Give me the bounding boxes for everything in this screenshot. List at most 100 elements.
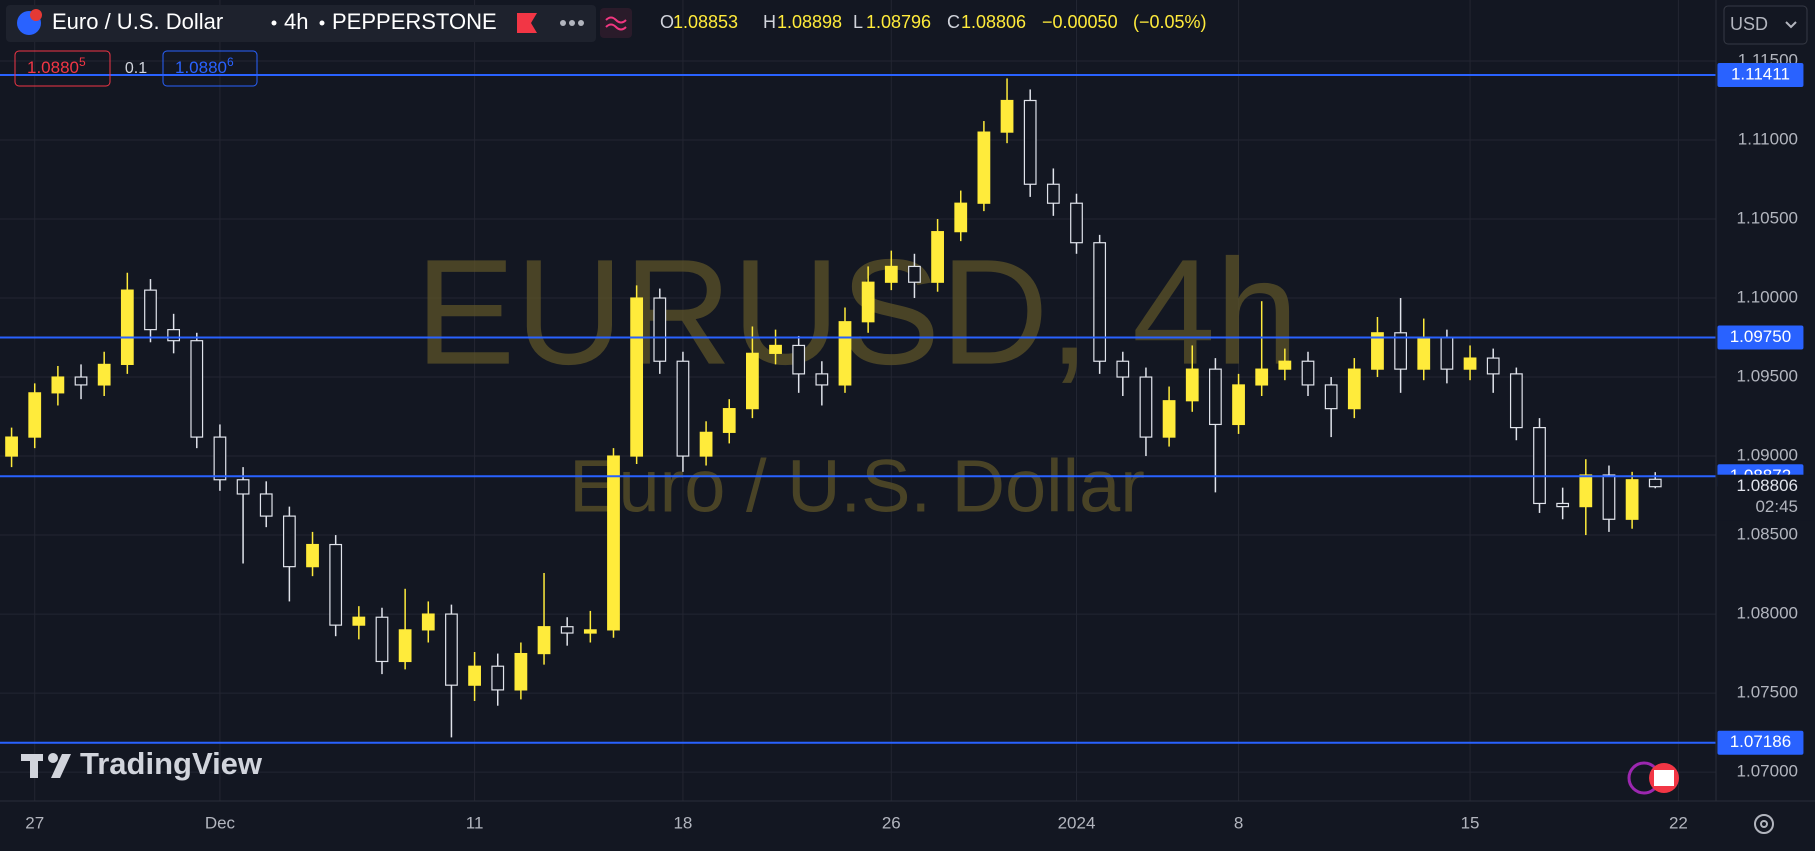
candle-body: [653, 297, 667, 362]
level-label-box: [1717, 63, 1804, 88]
candle-body: [746, 352, 759, 410]
candle-body: [630, 297, 644, 457]
bid-price: 1.08805: [27, 55, 86, 77]
candle-body: [1417, 336, 1431, 370]
x-tick-label: 2024: [1058, 813, 1096, 832]
candle-body: [1394, 332, 1407, 370]
candle-body: [282, 515, 296, 568]
y-tick-label: 1.07500: [1737, 683, 1798, 702]
candle-body: [1093, 242, 1107, 362]
settings-button[interactable]: [1754, 814, 1774, 834]
ohlc-value: 1.08898: [777, 12, 842, 32]
candle-body: [236, 479, 250, 495]
level-label: 1.09750: [1730, 327, 1791, 346]
candle-body: [977, 131, 991, 204]
candle-body: [1185, 368, 1199, 402]
axes: 1.07000 1.07500 1.08000 1.08500 1.09000 1.095…: [25, 50, 1814, 832]
plot: [0, 74, 1716, 744]
candle-body: [329, 543, 343, 626]
candle-body: [1463, 357, 1477, 370]
ask-main: 1.0880: [175, 58, 227, 77]
more-button[interactable]: [560, 20, 584, 26]
candle-body: [769, 344, 782, 354]
x-tick-label: Dec: [205, 813, 236, 832]
candle-body: [931, 231, 944, 283]
symbol-name[interactable]: Euro / U.S. Dollar: [52, 9, 223, 34]
candle-body: [491, 665, 505, 691]
candle-body: [1648, 478, 1662, 488]
candle-body: [213, 436, 227, 481]
candle-body: [1509, 373, 1523, 429]
x-tick-label: 27: [25, 813, 44, 832]
flag-icon: [1654, 770, 1674, 786]
y-tick-label: 1.09000: [1737, 446, 1798, 465]
candle-body: [1556, 502, 1570, 508]
y-tick-label: 1.08000: [1737, 604, 1798, 623]
buy-button[interactable]: [162, 50, 258, 87]
exchange: PEPPERSTONE: [332, 9, 497, 34]
change: −0.00050: [1042, 12, 1118, 32]
currency-select[interactable]: [1723, 5, 1808, 45]
bid-main: 1.0880: [27, 58, 79, 77]
candle-body: [815, 373, 829, 386]
candle-body: [560, 626, 574, 634]
candle-body: [1232, 384, 1245, 426]
candle-body: [954, 202, 968, 233]
watermark: EURUSD, 4h: [415, 228, 1299, 396]
last-price: 1.08806: [1737, 476, 1798, 495]
candle-body: [838, 321, 852, 386]
spread: 0.1: [125, 60, 147, 77]
candle-body: [144, 289, 157, 331]
candle-body: [537, 626, 551, 655]
x-tick-label: 18: [673, 813, 692, 832]
separator: [271, 20, 277, 26]
candle-body: [1533, 427, 1546, 505]
candle-body: [1000, 99, 1014, 133]
candle-body: [1209, 368, 1222, 426]
ohlc-label: O: [660, 12, 674, 32]
ohlc-label: H: [763, 12, 776, 32]
candle-body: [861, 281, 875, 323]
candle-body: [375, 616, 389, 663]
indicator-button[interactable]: [600, 8, 632, 38]
ask-price: 1.08806: [175, 55, 234, 77]
candle-body: [1139, 376, 1153, 438]
interval[interactable]: 4h: [284, 9, 308, 34]
candle-body: [5, 436, 18, 457]
candle-body: [421, 613, 435, 631]
candle-body: [1023, 99, 1037, 185]
candle-body: [1116, 360, 1130, 378]
candle-body: [1162, 400, 1176, 438]
candle-body: [1347, 368, 1361, 410]
candle-body: [792, 344, 806, 375]
candle-body: [884, 265, 898, 283]
sell-button[interactable]: [14, 50, 111, 87]
y-tick-label: 1.08500: [1737, 525, 1798, 544]
bid-pip: 5: [79, 55, 86, 69]
x-tick-label: 15: [1461, 813, 1480, 832]
y-tick-label: 1.10000: [1737, 288, 1798, 307]
ohlc-value: 1.08796: [866, 12, 931, 32]
x-tick-label: 26: [882, 813, 901, 832]
candle-body: [1371, 332, 1384, 370]
candle-body: [352, 616, 366, 626]
candle-body: [74, 376, 88, 386]
candle-body: [514, 652, 528, 691]
candle-body: [583, 629, 597, 634]
candle-body: [1278, 360, 1292, 370]
candle-body: [1255, 368, 1269, 386]
symbol-icon: [30, 9, 42, 21]
candle-body: [51, 376, 65, 394]
candle-body: [1070, 202, 1083, 244]
candle-body: [1324, 384, 1338, 410]
currency[interactable]: USD: [1730, 14, 1768, 34]
symbol-header[interactable]: [6, 5, 596, 42]
candle-body: [1301, 360, 1315, 386]
y-tick-label: 1.09500: [1737, 367, 1798, 386]
last-price-box: [1717, 474, 1814, 521]
y-tick-label: 1.07000: [1737, 762, 1798, 781]
flag-icon[interactable]: [517, 13, 537, 33]
ohlc-label: L: [853, 12, 863, 32]
